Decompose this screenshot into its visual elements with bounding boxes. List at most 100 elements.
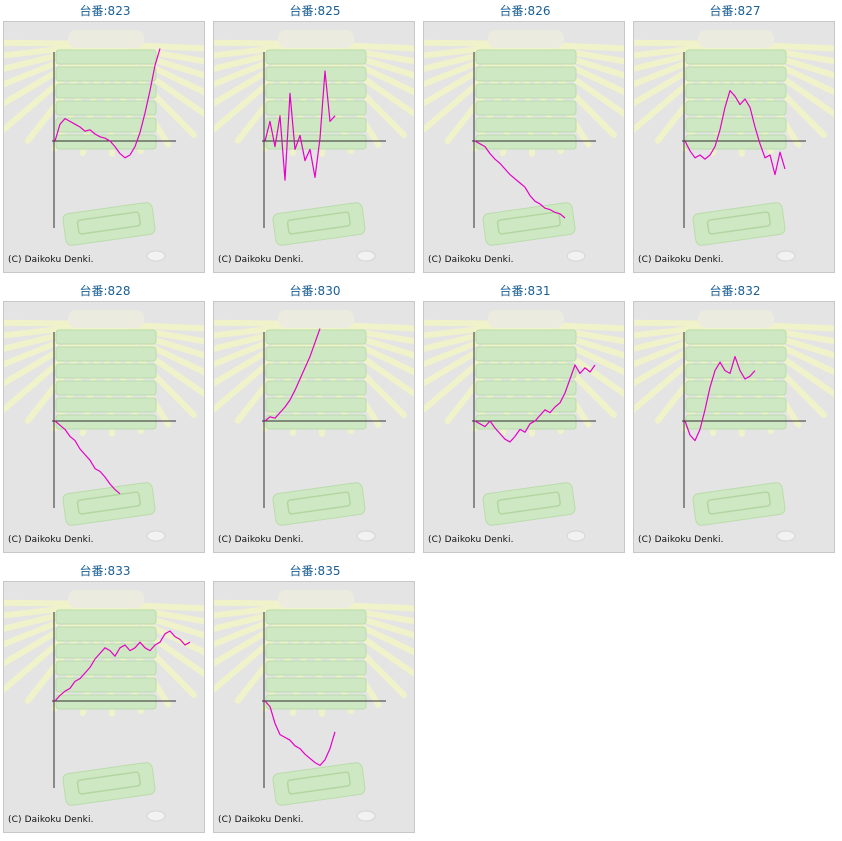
chart-cell: 台番:832 (C) Daikoku Denki.: [630, 280, 840, 556]
chart-panel: (C) Daikoku Denki.: [3, 581, 205, 833]
series-line: [54, 420, 121, 495]
tower-block-shape: [475, 100, 577, 116]
tower-top-shape: [698, 30, 774, 48]
ray-shape: [731, 41, 834, 65]
tower-block-shape: [265, 363, 367, 379]
chart-panel: (C) Daikoku Denki.: [213, 301, 415, 553]
tray-shape: [482, 202, 576, 246]
chart-svg: [214, 30, 414, 262]
ray-shape: [521, 321, 624, 345]
copyright-text: (C) Daikoku Denki.: [8, 535, 94, 545]
tower-top-shape: [278, 590, 354, 608]
tray-shape: [62, 202, 156, 246]
chart-title[interactable]: 台番:828: [79, 284, 131, 298]
copyright-text: (C) Daikoku Denki.: [218, 255, 304, 265]
tower-top-shape: [488, 30, 564, 48]
tray-shape: [692, 202, 786, 246]
ray-shape: [521, 41, 624, 65]
chart-title[interactable]: 台番:825: [289, 4, 341, 18]
series-line: [264, 328, 321, 422]
medal-shape: [146, 530, 166, 542]
chart-panel: (C) Daikoku Denki.: [213, 21, 415, 273]
tray-inner-shape: [286, 771, 351, 795]
tower-block-shape: [685, 380, 787, 396]
medal-shape: [146, 250, 166, 262]
tray-inner-shape: [496, 491, 561, 515]
background-illustration: [214, 590, 414, 822]
copyright-text: (C) Daikoku Denki.: [638, 255, 724, 265]
copyright-text: (C) Daikoku Denki.: [428, 535, 514, 545]
tower-block-shape: [55, 626, 157, 642]
ray-shape: [731, 321, 834, 345]
tower-block-shape: [265, 609, 367, 625]
tower-block-shape: [55, 677, 157, 693]
series-line: [264, 70, 336, 181]
chart-title[interactable]: 台番:835: [289, 564, 341, 578]
tray-shape: [272, 202, 366, 246]
tower-block-shape: [55, 346, 157, 362]
tower-block-shape: [55, 363, 157, 379]
tower-block-shape: [55, 397, 157, 413]
chart-title[interactable]: 台番:827: [709, 4, 761, 18]
tray-inner-shape: [496, 211, 561, 235]
tower-block-shape: [685, 83, 787, 99]
tower-block-shape: [265, 626, 367, 642]
tower-block-shape: [265, 49, 367, 65]
medal-shape: [146, 810, 166, 822]
background-illustration: [214, 30, 414, 262]
ray-shape: [101, 41, 204, 65]
chart-title[interactable]: 台番:832: [709, 284, 761, 298]
chart-title[interactable]: 台番:823: [79, 4, 131, 18]
tower-block-shape: [55, 380, 157, 396]
tower-block-shape: [685, 414, 787, 430]
tower-block-shape: [685, 329, 787, 345]
background-illustration: [634, 310, 834, 542]
tray-shape: [482, 482, 576, 526]
background-illustration: [424, 310, 624, 542]
chart-title[interactable]: 台番:826: [499, 4, 551, 18]
tray-shape: [692, 482, 786, 526]
series-line: [474, 364, 596, 443]
tower-block-shape: [475, 117, 577, 133]
ray-shape: [311, 41, 414, 65]
copyright-text: (C) Daikoku Denki.: [8, 255, 94, 265]
tower-block-shape: [55, 609, 157, 625]
background-illustration: [214, 310, 414, 542]
chart-svg: [4, 30, 204, 262]
chart-panel: (C) Daikoku Denki.: [633, 301, 835, 553]
medal-shape: [566, 250, 586, 262]
tray-inner-shape: [706, 211, 771, 235]
medal-shape: [356, 810, 376, 822]
tower-block-shape: [55, 643, 157, 659]
tower-block-shape: [265, 694, 367, 710]
chart-cell: 台番:835 (C) Daikoku Denki.: [210, 560, 420, 836]
series-line: [684, 355, 756, 442]
chart-svg: [424, 310, 624, 542]
chart-title[interactable]: 台番:830: [289, 284, 341, 298]
chart-svg: [634, 310, 834, 542]
background-illustration: [634, 30, 834, 262]
chart-svg: [4, 310, 204, 542]
tower-block-shape: [475, 363, 577, 379]
background-illustration: [424, 30, 624, 262]
chart-svg: [634, 30, 834, 262]
medal-shape: [776, 250, 796, 262]
chart-cell: 台番:833 (C) Daikoku Denki.: [0, 560, 210, 836]
tower-block-shape: [685, 363, 787, 379]
tower-block-shape: [475, 397, 577, 413]
tower-block-shape: [55, 100, 157, 116]
tray-inner-shape: [286, 211, 351, 235]
chart-svg: [214, 310, 414, 542]
background-illustration: [4, 310, 204, 542]
chart-title[interactable]: 台番:833: [79, 564, 131, 578]
tower-block-shape: [685, 49, 787, 65]
tray-shape: [272, 482, 366, 526]
tower-block-shape: [265, 134, 367, 150]
tray-inner-shape: [76, 491, 141, 515]
tower-block-shape: [265, 414, 367, 430]
tower-block-shape: [55, 134, 157, 150]
chart-svg: [214, 590, 414, 822]
chart-title[interactable]: 台番:831: [499, 284, 551, 298]
tower-block-shape: [265, 643, 367, 659]
